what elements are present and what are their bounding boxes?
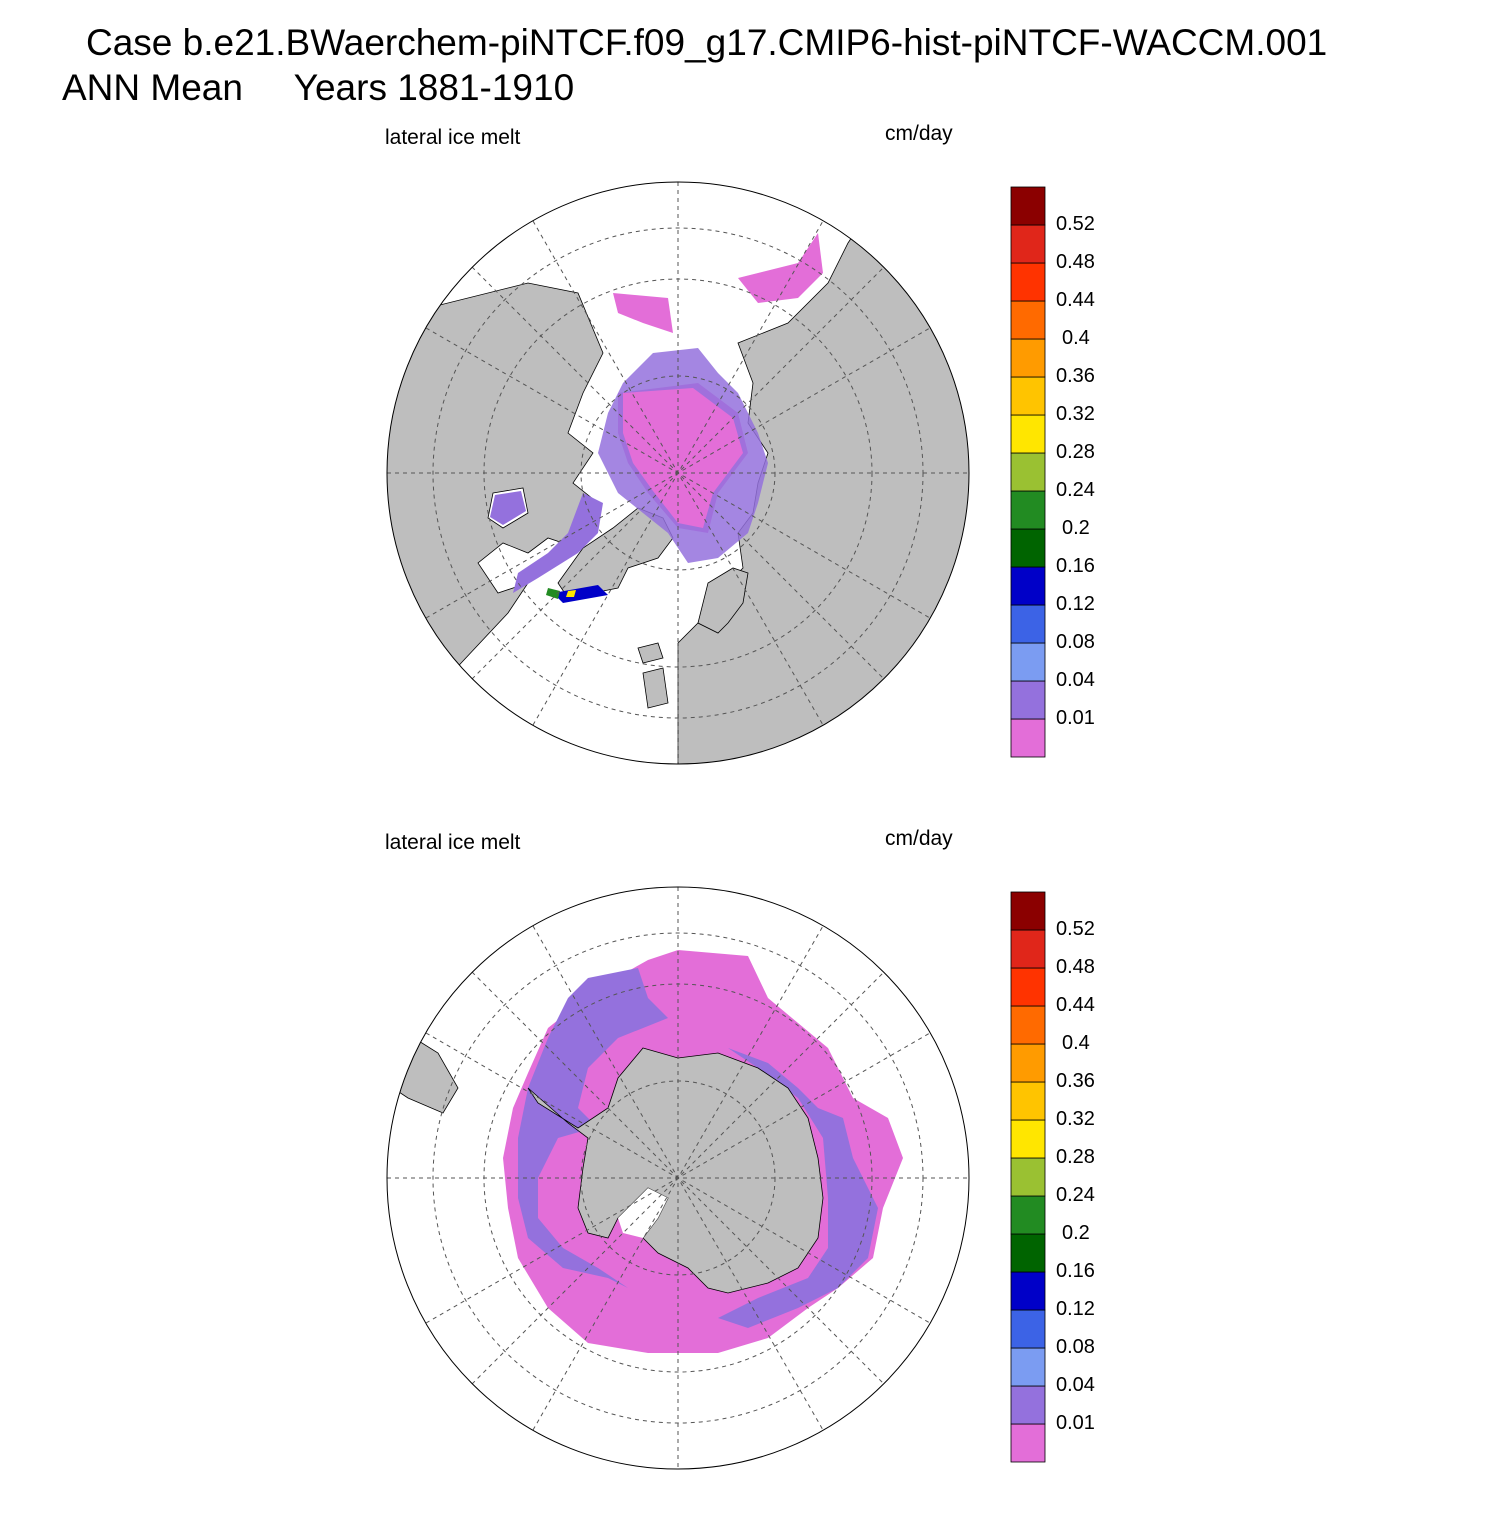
colorbar-box: [1010, 1347, 1046, 1387]
colorbar-box: [1010, 1423, 1046, 1463]
colorbar-box: [1010, 891, 1046, 931]
colorbar-tick-label: 0.28: [1056, 441, 1095, 463]
colorbar-box: [1010, 1119, 1046, 1159]
colorbar-tick-label: 0.24: [1056, 479, 1095, 501]
left-label: lateral ice melt: [385, 126, 521, 149]
ice-purple-east: [718, 1048, 878, 1328]
colorbar-box: [1010, 1043, 1046, 1083]
colorbar-box: [1010, 566, 1046, 606]
colorbar-tick-label: 0.04: [1056, 669, 1095, 691]
colorbar-box: [1010, 376, 1046, 416]
colorbar-tick-label: 0.04: [1056, 1374, 1095, 1396]
colorbar-box: [1010, 1157, 1046, 1197]
graticule: [387, 887, 969, 1469]
colorbar-tick-label: 0.48: [1056, 251, 1095, 273]
colorbar-tick-label: 0.01: [1056, 707, 1095, 729]
south-polar-map: [386, 886, 970, 1470]
colorbar-box: [1010, 528, 1046, 568]
colorbar-tick-label: 0.4: [1062, 1032, 1090, 1054]
colorbar-box: [1010, 1385, 1046, 1425]
ice-bering: [613, 293, 673, 333]
units-label: cm/day: [885, 122, 953, 145]
colorbar-box: [1010, 490, 1046, 530]
colorbar-tick-label: 0.24: [1056, 1184, 1095, 1206]
map-border: [386, 886, 970, 1470]
graticule: [387, 182, 969, 764]
colorbar-tick-label: 0.32: [1056, 1108, 1095, 1130]
colorbar-north: [1010, 186, 1046, 758]
colorbar-tick-label: 0.08: [1056, 631, 1095, 653]
colorbar-box: [1010, 1195, 1046, 1235]
land-british-isles: [642, 667, 669, 709]
colorbar-box: [1010, 414, 1046, 454]
colorbar-box: [1010, 338, 1046, 378]
colorbar-tick-label: 0.2: [1062, 517, 1090, 539]
colorbar-box: [1010, 1233, 1046, 1273]
title-line-1: Case b.e21.BWaerchem-piNTCF.f09_g17.CMIP…: [86, 22, 1328, 63]
colorbar-tick-label: 0.12: [1056, 593, 1095, 615]
colorbar-tick-label: 0.44: [1056, 289, 1095, 311]
colorbar-tick-label: 0.32: [1056, 403, 1095, 425]
colorbar-tick-label: 0.16: [1056, 555, 1095, 577]
colorbar-box: [1010, 1271, 1046, 1311]
colorbar-tick-label: 0.12: [1056, 1298, 1095, 1320]
colorbar-tick-label: 0.36: [1056, 365, 1095, 387]
colorbar-box: [1010, 929, 1046, 969]
colorbar-tick-label: 0.52: [1056, 918, 1095, 940]
colorbar-box: [1010, 718, 1046, 758]
colorbar-tick-label: 0.36: [1056, 1070, 1095, 1092]
colorbar-tick-label: 0.28: [1056, 1146, 1095, 1168]
colorbar-box: [1010, 642, 1046, 682]
colorbar-tick-label: 0.16: [1056, 1260, 1095, 1282]
colorbar-tick-label: 0.08: [1056, 1336, 1095, 1358]
ice-labrador-edge: [553, 585, 608, 603]
colorbar-box: [1010, 604, 1046, 644]
map-border: [386, 181, 970, 765]
ice-labrador-yellow: [566, 590, 576, 597]
ice-labrador-green: [546, 588, 560, 599]
title-line-2: ANN Mean Years 1881-1910: [62, 67, 575, 108]
units-label: cm/day: [885, 827, 953, 850]
land-scandinavia: [697, 567, 749, 634]
left-label: lateral ice melt: [385, 831, 521, 854]
ice-okhotsk: [738, 233, 823, 303]
colorbar-south: [1010, 891, 1046, 1463]
colorbar-tick-label: 0.4: [1062, 327, 1090, 349]
colorbar-box: [1010, 262, 1046, 302]
colorbar-box: [1010, 1309, 1046, 1349]
colorbar-box: [1010, 1081, 1046, 1121]
land-iceland: [637, 642, 664, 664]
colorbar-box: [1010, 224, 1046, 264]
colorbar-tick-label: 0.44: [1056, 994, 1095, 1016]
colorbar-box: [1010, 680, 1046, 720]
colorbar-box: [1010, 300, 1046, 340]
ice-hudson: [490, 491, 526, 525]
ice-baffin: [513, 493, 603, 593]
colorbar-box: [1010, 452, 1046, 492]
colorbar-box: [1010, 967, 1046, 1007]
colorbar-tick-label: 0.2: [1062, 1222, 1090, 1244]
colorbar-tick-label: 0.01: [1056, 1412, 1095, 1434]
colorbar-tick-label: 0.48: [1056, 956, 1095, 978]
north-polar-map: [386, 181, 970, 765]
colorbar-box: [1010, 1005, 1046, 1045]
panel-north: lateral ice melt cm/day: [0, 110, 1500, 810]
colorbar-box: [1010, 186, 1046, 226]
colorbar-tick-label: 0.52: [1056, 213, 1095, 235]
panel-south: lateral ice melt cm/day: [0, 815, 1500, 1515]
